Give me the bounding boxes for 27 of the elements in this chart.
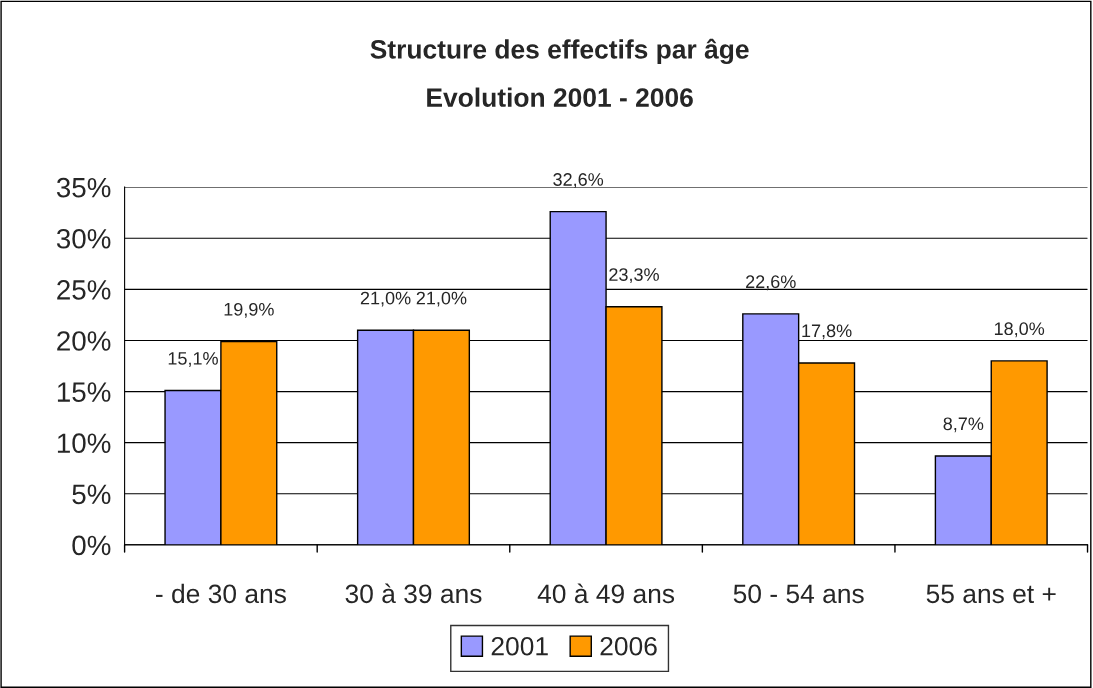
- data-label: 21,0%: [360, 291, 411, 307]
- y-tick-label: 35%: [56, 177, 111, 198]
- x-tick-label: 40 à 49 ans: [537, 583, 675, 604]
- data-label: 8,7%: [943, 417, 984, 433]
- x-tick-label: 30 à 39 ans: [345, 583, 482, 604]
- y-tick-label: 30%: [56, 228, 111, 249]
- x-tick-label: 50 - 54 ans: [733, 584, 864, 604]
- legend-label: 2001: [491, 636, 548, 656]
- y-tick-label: 10%: [57, 433, 111, 454]
- data-label: 32,6%: [553, 173, 604, 189]
- data-label: 15,1%: [168, 352, 218, 367]
- chart-title: Structure des effectifs par âge: [370, 38, 749, 65]
- data-label: 21,0%: [416, 291, 467, 307]
- data-label: 18,0%: [994, 322, 1045, 338]
- y-tick-label: 0%: [72, 535, 111, 556]
- data-label: 19,9%: [224, 302, 274, 318]
- x-tick-label: 55 ans et +: [926, 584, 1056, 604]
- y-tick-label: 20%: [57, 331, 111, 351]
- chart-subtitle: Evolution 2001 - 2006: [427, 87, 693, 107]
- y-tick-label: 15%: [57, 382, 111, 402]
- y-tick-label: 25%: [57, 280, 111, 300]
- x-tick-label: - de 30 ans: [156, 583, 286, 604]
- data-label: 17,8%: [802, 324, 852, 340]
- data-label: 23,3%: [609, 268, 659, 284]
- legend-label: 2006: [600, 636, 657, 656]
- y-tick-label: 5%: [72, 484, 111, 505]
- data-label: 22,6%: [746, 275, 796, 291]
